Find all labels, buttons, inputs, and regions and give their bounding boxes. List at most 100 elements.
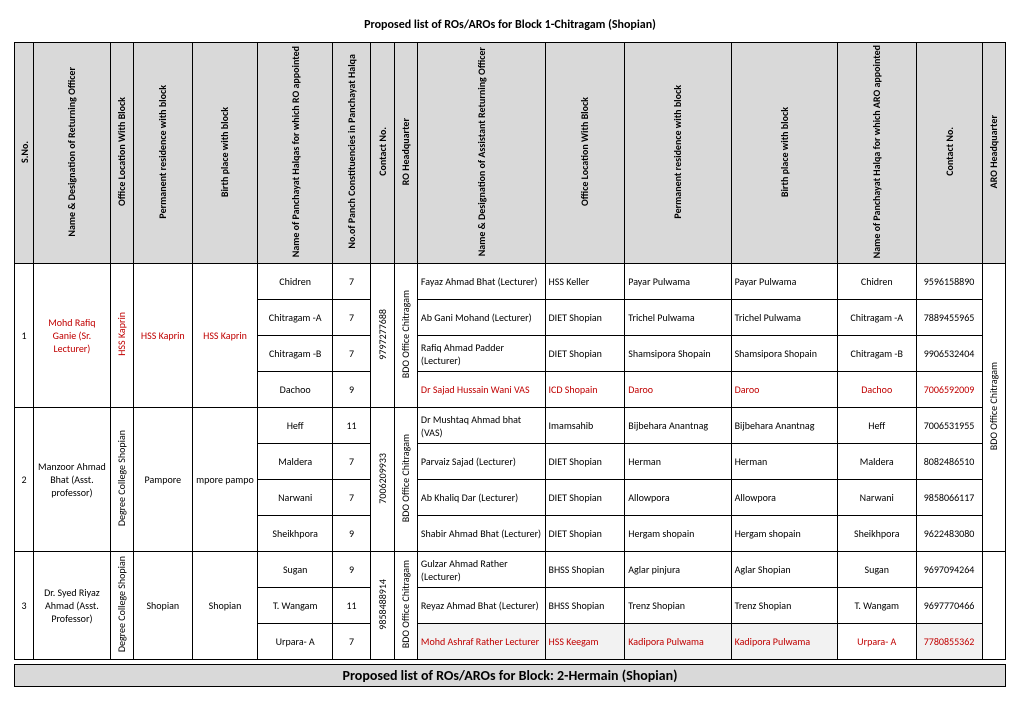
halqa: Heff [258,408,332,444]
panch: 7 [332,336,370,372]
aro-residence: Herman [625,444,731,480]
panch: 7 [332,444,370,480]
ro-name: Dr. Syed Riyaz Ahmad (Asst. Professor) [34,552,111,660]
halqa-aro: Dachoo [837,372,916,408]
h-aro-contact: Contact No. [943,127,956,176]
halqa-aro: T. Wangam [837,588,916,624]
aro-office: BHSS Shopian [545,552,625,588]
aro: Gulzar Ahmad Rather (Lecturer) [417,552,545,588]
ro-hq: BDO Office Chitragam [399,434,412,522]
h-ro-birth: Birth place with block [218,107,231,197]
halqa: Sheikhpora [258,516,332,552]
aro: Ab Khaliq Dar (Lecturer) [417,480,545,516]
aro-office: BHSS Shopian [545,588,625,624]
h-sno: S.No. [18,141,31,163]
table-row: 2 Manzoor Ahmad Bhat (Asst. professor) D… [15,408,1006,444]
ro-name: Mohd Rafiq Ganie (Sr. Lecturer) [34,264,111,408]
aro-residence: Trichel Pulwama [625,300,731,336]
panch: 7 [332,480,370,516]
halqa-aro: Urpara- A [837,624,916,660]
aro-contact: 7006531955 [916,408,982,444]
halqa: Sugan [258,552,332,588]
aro-birth: Shamsipora Shopain [731,336,837,372]
h-panch: No.of Panch Constituencies in Panchayat … [345,54,358,249]
aro-office: DIET Shopian [545,336,625,372]
ro-birth: HSS Kaprin [192,264,258,408]
ro-residence: Shopian [134,552,192,660]
ro-contact: 9797277688 [376,309,389,360]
aro-birth: Trichel Pulwama [731,300,837,336]
aro-office: DIET Shopian [545,516,625,552]
halqa-aro: Chidren [837,264,916,300]
aro: Dr Sajad Hussain Wani VAS [417,372,545,408]
aro-residence: Shamsipora Shopain [625,336,731,372]
halqa-aro: Chitragam -B [837,336,916,372]
halqa-aro: Heff [837,408,916,444]
aro: Mohd Ashraf Rather Lecturer [417,624,545,660]
aro-hq: BDO Office Chitragam [987,362,1000,450]
ro-residence: HSS Kaprin [134,264,192,408]
h-ro-office: Office Location With Block [115,97,128,206]
h-halqa-ro: Name of Panchayat Halqas for which RO ap… [289,46,302,257]
panch: 7 [332,624,370,660]
halqa: Dachoo [258,372,332,408]
halqa: T. Wangam [258,588,332,624]
footer-title: Proposed list of ROs/AROs for Block: 2-H… [14,664,1006,687]
aro-contact: 9622483080 [916,516,982,552]
aro-contact: 9906532404 [916,336,982,372]
aro-contact: 9697770466 [916,588,982,624]
table-row: 1 Mohd Rafiq Ganie (Sr. Lecturer) HSS Ka… [15,264,1006,300]
aro-office: Imamsahib [545,408,625,444]
aro-residence: Payar Pulwama [625,264,731,300]
aro-birth: Daroo [731,372,837,408]
halqa: Narwani [258,480,332,516]
aro-office: DIET Shopian [545,480,625,516]
h-halqa-aro: Name of Panchayat Halqa for which ARO ap… [870,45,883,258]
panch: 11 [332,588,370,624]
ro-name: Manzoor Ahmad Bhat (Asst. professor) [34,408,111,552]
halqa: Urpara- A [258,624,332,660]
aro-office: HSS Keegam [545,624,625,660]
aro-birth: Hergam shopain [731,516,837,552]
aro: Rafiq Ahmad Padder (Lecturer) [417,336,545,372]
aro-office: ICD Shopain [545,372,625,408]
aro-contact: 7780855362 [916,624,982,660]
sno: 2 [15,408,34,552]
aro-contact: 9697094264 [916,552,982,588]
aro-contact: 9596158890 [916,264,982,300]
aro-residence: Bijbehara Anantnag [625,408,731,444]
h-aro-name: Name & Designation of Assistant Returnin… [475,47,488,256]
aro-hq-empty [982,552,1006,660]
ro-office: Degree College Shopian [115,430,128,526]
aro-birth: Payar Pulwama [731,264,837,300]
h-ro-name: Name & Designation of Returning Officer [65,67,78,237]
h-ro-hq: RO Headquarter [399,118,412,185]
ro-hq: BDO Office Chitragam [399,290,412,378]
aro-contact: 8082486510 [916,444,982,480]
halqa: Chitragam -B [258,336,332,372]
page-title: Proposed list of ROs/AROs for Block 1-Ch… [14,14,1006,42]
h-aro-office: Office Location With Block [578,97,591,206]
sno: 1 [15,264,34,408]
panch: 9 [332,552,370,588]
ros-table: S.No. Name & Designation of Returning Of… [14,42,1006,660]
halqa: Chidren [258,264,332,300]
ro-office: Degree College Shopian [115,556,128,652]
aro: Shabir Ahmad Bhat (Lecturer) [417,516,545,552]
aro: Fayaz Ahmad Bhat (Lecturer) [417,264,545,300]
ro-contact: 9858488914 [376,579,389,630]
h-ro-contact: Contact No. [376,127,389,176]
panch: 7 [332,300,370,336]
header-row: S.No. Name & Designation of Returning Of… [15,43,1006,264]
halqa-aro: Maldera [837,444,916,480]
ro-contact: 7006209933 [376,453,389,504]
aro-residence: Trenz Shopian [625,588,731,624]
halqa-aro: Sugan [837,552,916,588]
aro-residence: Kadipora Pulwama [625,624,731,660]
sno: 3 [15,552,34,660]
aro-birth: Allowpora [731,480,837,516]
ro-birth: Shopian [192,552,258,660]
ro-residence: Pampore [134,408,192,552]
aro-office: HSS Keller [545,264,625,300]
aro-residence: Aglar pinjura [625,552,731,588]
